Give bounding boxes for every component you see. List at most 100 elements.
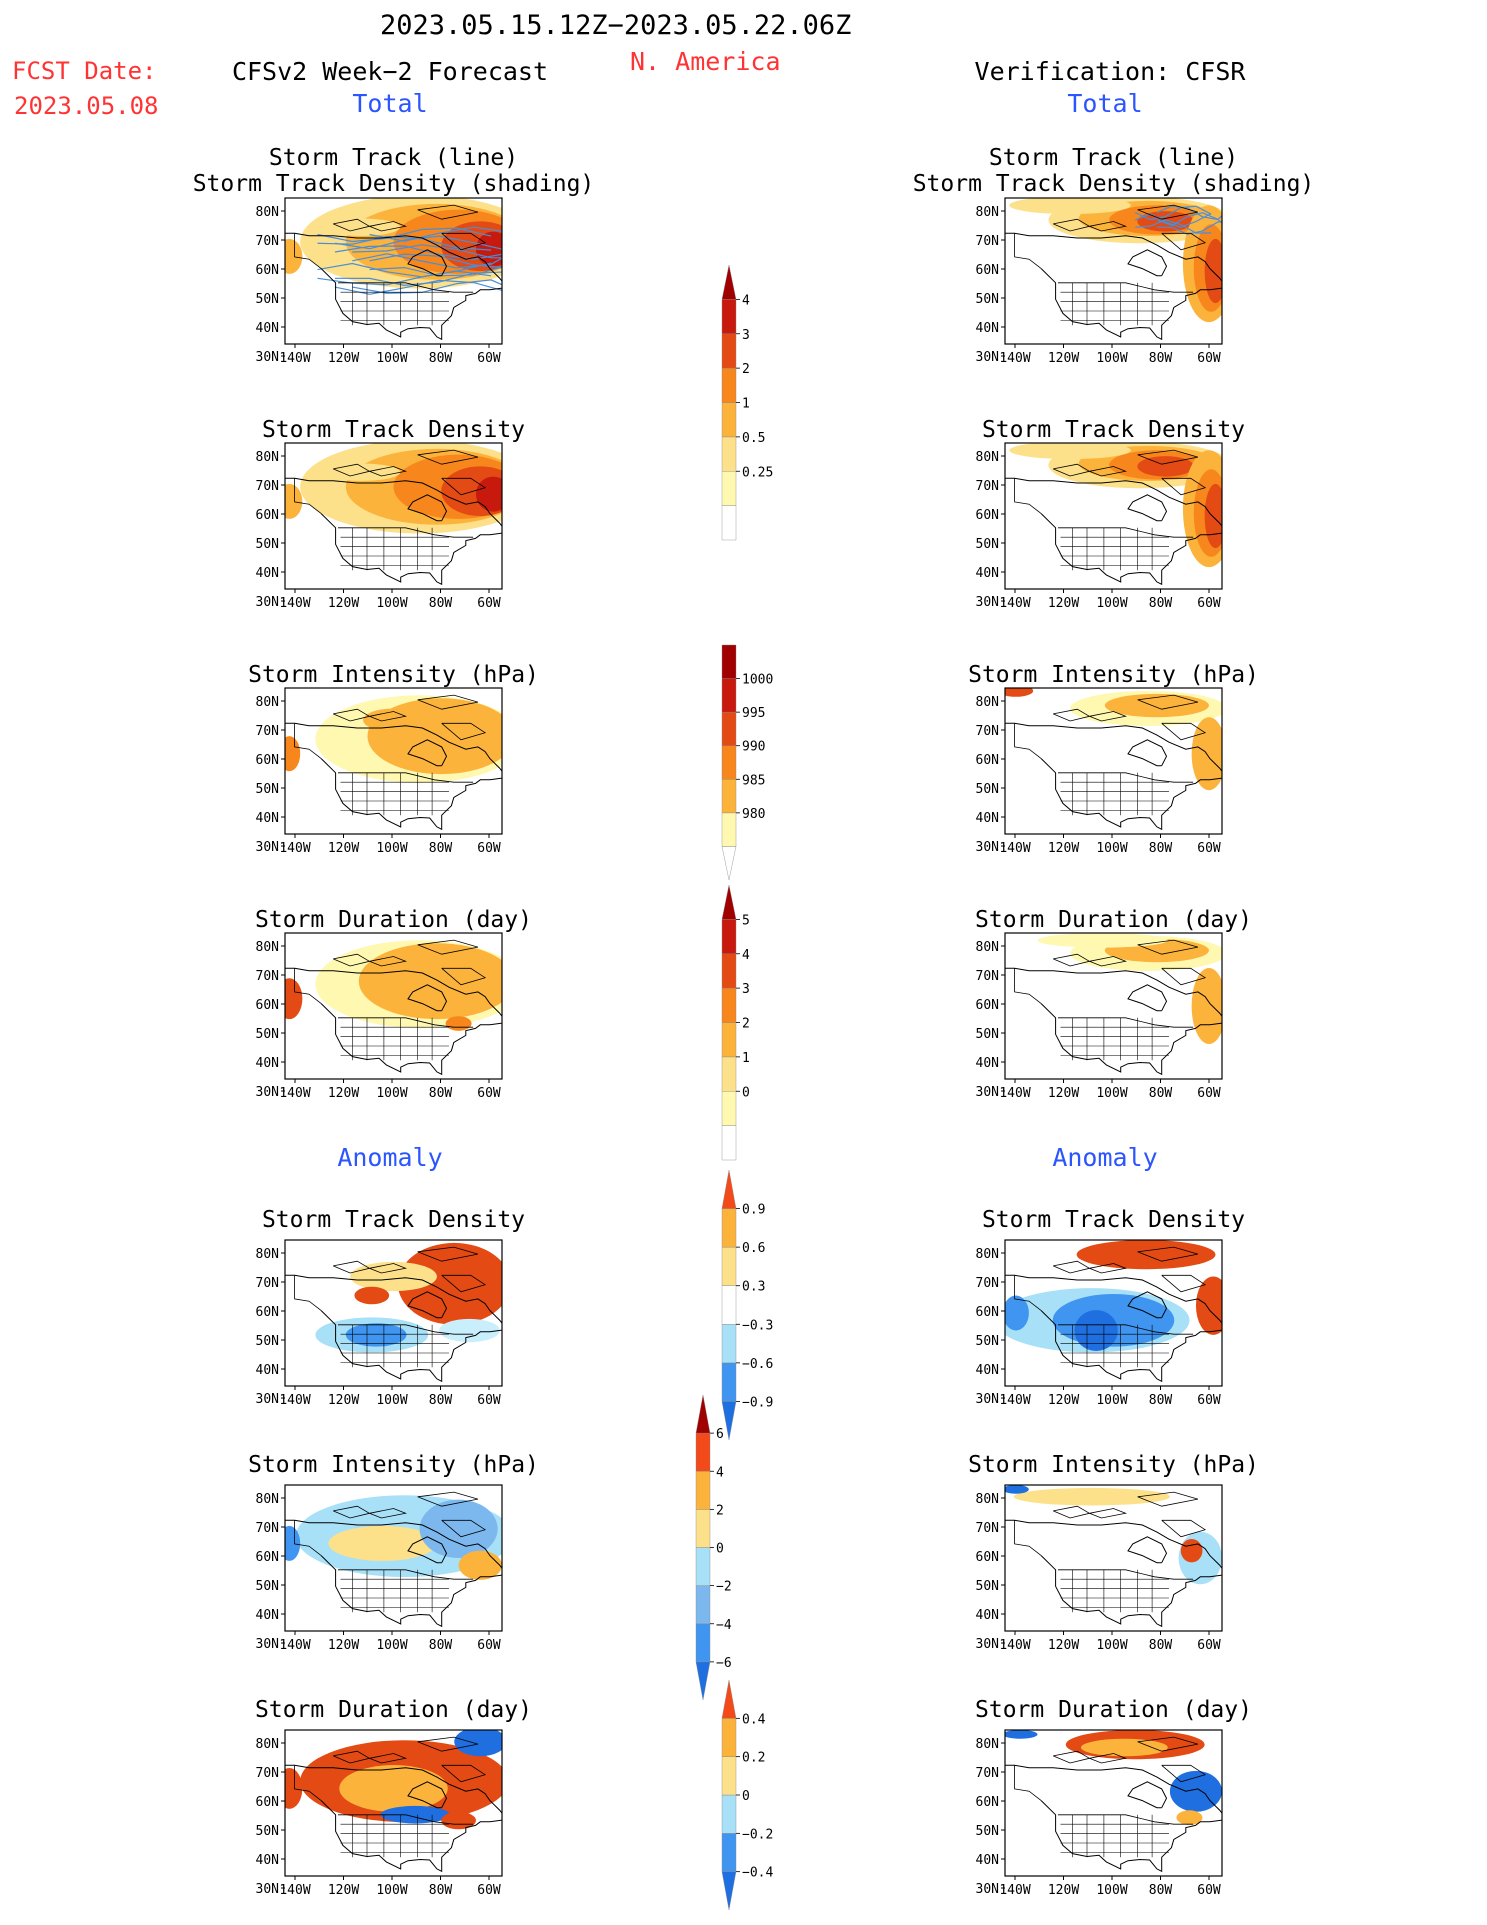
- shaded-region: [419, 1499, 498, 1559]
- colorbar-segment: [721, 1362, 737, 1402]
- map-panel: 80N 70N 60N 50N 40N 30N 140W 120W 100W 80W 60W Stor…: [968, 662, 1259, 856]
- colorbar-label: 0.4: [742, 1712, 766, 1727]
- map-panel: 80N 70N 60N 50N 40N 30N 140W 120W 100W 80W 60W Stor…: [255, 1697, 532, 1898]
- alaska-border: [294, 1520, 322, 1556]
- island-coast: [1161, 232, 1207, 251]
- panel-title: Storm Track (line): [269, 145, 518, 171]
- right-anomaly-label: Anomaly: [1052, 1143, 1158, 1172]
- hudson-bay-coast: [1127, 984, 1168, 1012]
- island-coast: [333, 953, 371, 967]
- us-canada-border: [1058, 1324, 1194, 1335]
- colorbar-segment: [721, 1125, 737, 1161]
- lon-label: 80W: [1149, 841, 1173, 856]
- shaded-region: [1074, 1310, 1118, 1351]
- colorbar-label: 1: [742, 1051, 750, 1066]
- storm-track-line: [369, 266, 502, 277]
- colorbar-segment: [721, 264, 737, 300]
- panel-title: Storm Track (line): [989, 145, 1238, 171]
- lon-label: 120W: [328, 351, 359, 366]
- hudson-bay-coast: [407, 984, 448, 1012]
- lat-label: 40N: [256, 1608, 279, 1623]
- lon-label: 60W: [477, 841, 501, 856]
- island-coast: [1089, 466, 1128, 477]
- hudson-bay-coast: [1127, 739, 1168, 767]
- colorbar: 0.4 0.2 0 −0.2 −0.4: [721, 1679, 773, 1911]
- shaded-region: [1005, 688, 1034, 697]
- lon-label: 100W: [376, 1638, 407, 1653]
- shaded-region: [285, 238, 303, 274]
- island-coast: [1053, 463, 1091, 477]
- island-coast: [1137, 939, 1199, 955]
- left-column-title: CFSv2 Week−2 Forecast: [231, 57, 549, 86]
- state-borders: [1060, 1569, 1169, 1613]
- lat-label: 40N: [256, 1363, 279, 1378]
- panel-title: Storm Track Density: [982, 1207, 1245, 1233]
- island-coast: [369, 221, 408, 232]
- lon-label: 80W: [429, 351, 453, 366]
- map-panel: 80N 70N 60N 50N 40N 30N 140W 120W 100W 80W 60W Stor…: [976, 1207, 1246, 1408]
- lon-label: 100W: [1096, 1086, 1127, 1101]
- lat-label: 60N: [256, 1305, 279, 1320]
- lon-label: 80W: [429, 1086, 453, 1101]
- lat-label: 30N: [976, 1085, 999, 1100]
- colorbar-segment: [721, 1401, 737, 1441]
- lat-label: 70N: [976, 1521, 999, 1536]
- hudson-bay-coast: [1127, 1781, 1168, 1809]
- colorbar-label: −0.6: [742, 1357, 773, 1372]
- island-coast: [1053, 1260, 1091, 1274]
- colorbar-label: 990: [742, 740, 765, 755]
- colorbar-segment: [721, 367, 737, 403]
- shaded-region: [441, 1811, 476, 1830]
- shaded-region: [1204, 483, 1222, 549]
- island-coast: [333, 1505, 371, 1519]
- shaded-region: [285, 978, 303, 1020]
- colorbar-label: 985: [742, 773, 765, 788]
- shaded-region: [285, 736, 301, 772]
- colorbar-segment: [721, 953, 737, 989]
- lat-label: 70N: [256, 1276, 279, 1291]
- colorbar: 0.9 0.6 0.3 −0.3 −0.6 −0.9: [721, 1169, 773, 1441]
- island-coast: [1089, 1263, 1128, 1274]
- island-coast: [417, 1736, 479, 1752]
- lon-label: 100W: [376, 596, 407, 611]
- island-coast: [441, 967, 487, 986]
- colorbar-segment: [695, 1432, 711, 1472]
- lon-label: 60W: [477, 596, 501, 611]
- lat-label: 50N: [976, 537, 999, 552]
- shaded-region: [1013, 1487, 1170, 1506]
- coastline: [1005, 232, 1222, 341]
- state-borders: [340, 282, 449, 326]
- lat-label: 30N: [976, 595, 999, 610]
- island-coast: [369, 1508, 408, 1519]
- state-borders: [1060, 1814, 1169, 1858]
- lat-label: 70N: [256, 234, 279, 249]
- state-borders: [1060, 772, 1169, 816]
- island-coast: [1053, 953, 1091, 967]
- lon-label: 60W: [477, 1883, 501, 1898]
- colorbar: 5 4 3 2 1 0: [721, 884, 750, 1161]
- colorbar-label: 0.6: [742, 1241, 765, 1256]
- island-coast: [1053, 218, 1091, 232]
- lon-label: 140W: [279, 1393, 310, 1408]
- colorbar-label: −0.4: [742, 1866, 773, 1881]
- lat-label: 30N: [976, 840, 999, 855]
- colorbar-label: 0.9: [742, 1203, 765, 1218]
- panel-title: Storm Duration (day): [255, 1697, 532, 1723]
- colorbar-segment: [721, 779, 737, 814]
- colorbar-segment: [721, 745, 737, 780]
- island-coast: [1053, 1750, 1091, 1764]
- lat-label: 50N: [976, 1824, 999, 1839]
- colorbar-segment: [695, 1547, 711, 1586]
- lat-label: 40N: [976, 1363, 999, 1378]
- lat-label: 50N: [256, 1824, 279, 1839]
- coastline: [285, 967, 502, 1076]
- colorbar-label: −4: [716, 1618, 732, 1633]
- hudson-bay-coast: [407, 1291, 448, 1319]
- alaska-border: [294, 233, 322, 269]
- colorbar-segment: [721, 1756, 737, 1796]
- coastline: [285, 1519, 502, 1628]
- colorbar-label: 0.3: [742, 1280, 765, 1295]
- lat-label: 40N: [256, 1853, 279, 1868]
- colorbar-label: 2: [742, 1017, 750, 1032]
- island-coast: [1137, 694, 1199, 710]
